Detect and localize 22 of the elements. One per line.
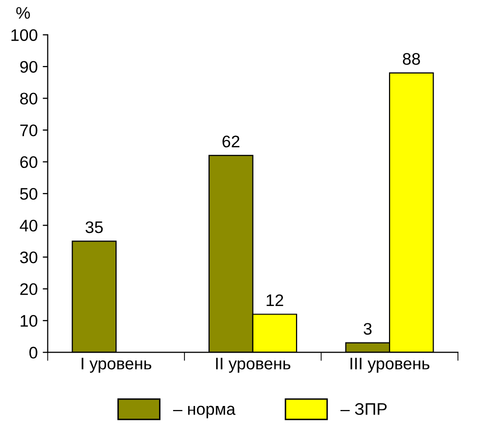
- y-axis-title: %: [16, 7, 30, 19]
- y-tick-label: 0: [29, 346, 38, 359]
- data-label: 3: [364, 322, 372, 335]
- x-tick-label: I уровень: [82, 358, 152, 373]
- y-tick-label: 10: [20, 314, 38, 327]
- y-tick-label: 30: [20, 251, 38, 264]
- y-tick-label: 60: [20, 156, 38, 168]
- data-label: 35: [86, 221, 103, 234]
- x-tick-label: III уровень: [350, 358, 430, 373]
- data-label: 88: [402, 53, 420, 65]
- y-tick-label: 20: [20, 283, 38, 296]
- y-tick-label: 90: [20, 60, 38, 73]
- y-tick-label: 80: [20, 92, 38, 105]
- y-tick-label: 70: [20, 124, 38, 136]
- y-tick-label: 40: [20, 220, 38, 232]
- data-label: 12: [266, 294, 284, 306]
- x-tick-label: II уровень: [216, 358, 290, 373]
- legend-label: – ЗПР: [340, 403, 387, 415]
- y-tick-label: 100: [11, 29, 38, 42]
- y-tick-label: 50: [20, 188, 38, 200]
- data-label: 62: [222, 136, 240, 148]
- legend-label: – норма: [173, 406, 236, 418]
